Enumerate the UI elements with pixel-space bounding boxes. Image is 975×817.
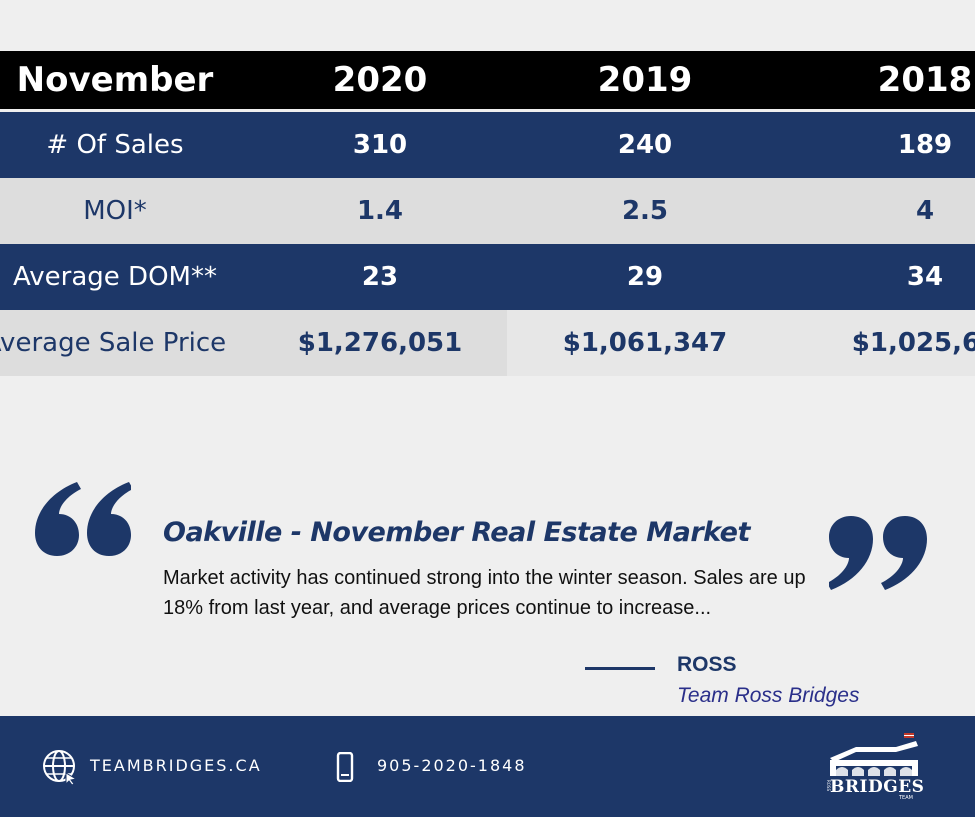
quote-headline: Oakville - November Real Estate Market xyxy=(163,517,750,548)
row-label: MOI* xyxy=(83,196,147,226)
logo-subtext: TEAM xyxy=(899,795,913,801)
row-value: 240 xyxy=(617,130,673,160)
row-value: 189 xyxy=(897,130,953,160)
quote-team: Team Ross Bridges xyxy=(677,684,860,707)
header-year-2018: 2018 xyxy=(877,60,973,100)
website-link[interactable]: TEAMBRIDGES.CA xyxy=(90,756,262,775)
row-background xyxy=(507,310,975,376)
row-value: 34 xyxy=(906,262,944,292)
table-row-sales: # Of Sales 310 240 189 xyxy=(0,112,975,178)
phone-link[interactable]: 905-2020-1848 xyxy=(377,756,527,775)
header-year-2020: 2020 xyxy=(332,60,428,100)
footer: TEAMBRIDGES.CA 905-2020-1848 ROSS BRIDGE… xyxy=(0,716,975,817)
row-label: Average Sale Price xyxy=(0,328,227,358)
row-value: 4 xyxy=(915,196,935,226)
header-month: November xyxy=(16,60,214,100)
row-value: 1.4 xyxy=(356,196,404,226)
logo-side-text: ROSS xyxy=(826,780,831,792)
row-label: Average DOM** xyxy=(13,262,217,292)
phone-icon xyxy=(336,752,354,782)
row-value: $1,061,347 xyxy=(562,328,728,358)
table-row-price: Average Sale Price $1,276,051 $1,061,347… xyxy=(0,310,975,376)
row-value: 29 xyxy=(626,262,664,292)
header-year-2019: 2019 xyxy=(597,60,693,100)
open-quote-icon xyxy=(35,482,131,556)
row-value: 2.5 xyxy=(621,196,669,226)
bridges-logo xyxy=(830,733,918,776)
close-quote-icon xyxy=(829,516,927,590)
row-label: # Of Sales xyxy=(46,130,184,160)
globe-icon xyxy=(43,750,78,785)
table-header-row: November 2020 2019 2018 xyxy=(0,51,975,109)
table-row-moi: MOI* 1.4 2.5 4 xyxy=(0,178,975,244)
row-value: 23 xyxy=(361,262,399,292)
row-background xyxy=(255,310,507,376)
row-value: 310 xyxy=(352,130,408,160)
table-row-dom: Average DOM** 23 29 34 xyxy=(0,244,975,310)
signature-divider xyxy=(585,667,655,670)
quote-author: ROSS xyxy=(677,653,737,676)
row-background xyxy=(0,310,255,376)
row-value: $1,276,051 xyxy=(297,328,463,358)
row-value: $1,025,62 xyxy=(851,328,975,358)
logo-wordmark: BRIDGES xyxy=(830,777,925,797)
quote-body: Market activity has continued strong int… xyxy=(163,567,806,619)
